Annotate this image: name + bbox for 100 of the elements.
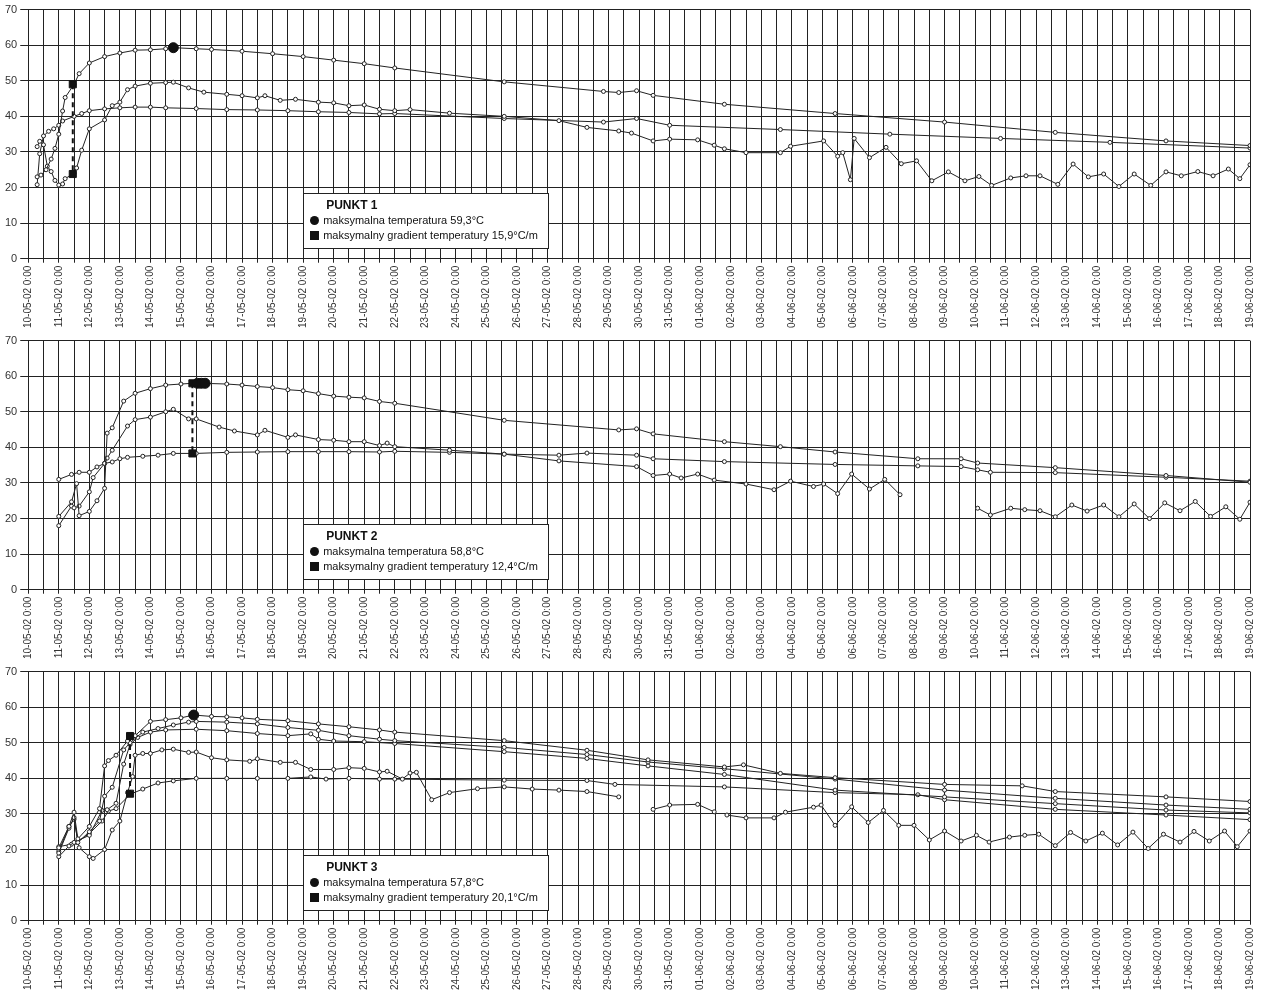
x-tick-label: 22-05-02 0:00 [388, 265, 400, 329]
y-tick-label: 10 [4, 547, 18, 560]
x-tick-label: 16-05-02 0:00 [205, 927, 217, 991]
legend-label: maksymalny gradient temperatury 15,9°C/m [323, 227, 538, 243]
x-tick-label: 21-05-02 0:00 [357, 596, 369, 660]
x-tick-label: 13-05-02 0:00 [113, 596, 125, 660]
y-tick-label: 70 [4, 2, 18, 15]
x-tick-label: 14-05-02 0:00 [144, 265, 156, 329]
y-tick-label: 40 [4, 440, 18, 453]
x-tick-label: 06-06-02 0:00 [846, 596, 858, 660]
x-tick-label: 22-05-02 0:00 [388, 596, 400, 660]
x-tick-label: 12-06-02 0:00 [1029, 265, 1041, 329]
x-tick-label: 18-06-02 0:00 [1213, 265, 1225, 329]
x-tick-label: 20-05-02 0:00 [327, 596, 339, 660]
x-tick-label: 29-05-02 0:00 [602, 596, 614, 660]
x-tick-label: 12-05-02 0:00 [83, 265, 95, 329]
x-tick-label: 31-05-02 0:00 [663, 596, 675, 660]
y-tick-label: 10 [4, 878, 18, 891]
x-tick-label: 15-05-02 0:00 [174, 927, 186, 991]
x-tick-label: 08-06-02 0:00 [907, 596, 919, 660]
x-tick-label: 23-05-02 0:00 [419, 265, 431, 329]
x-tick-label: 09-06-02 0:00 [938, 927, 950, 991]
x-tick-label: 11-06-02 0:00 [999, 927, 1011, 990]
x-tick-label: 16-05-02 0:00 [205, 265, 217, 329]
x-tick-label: 27-05-02 0:00 [541, 927, 553, 991]
x-tick-label: 16-06-02 0:00 [1152, 265, 1164, 329]
legend-label: maksymalna temperatura 59,3°C [323, 212, 485, 228]
x-tick-label: 08-06-02 0:00 [907, 927, 919, 991]
x-tick-label: 11-06-02 0:00 [999, 265, 1011, 328]
x-tick-label: 13-05-02 0:00 [113, 265, 125, 329]
x-tick-label: 05-06-02 0:00 [816, 265, 828, 329]
x-tick-label: 10-05-02 0:00 [21, 265, 33, 329]
x-tick-label: 26-05-02 0:00 [510, 596, 522, 660]
x-tick-label: 15-06-02 0:00 [1121, 596, 1133, 660]
legend-label: maksymalny gradient temperatury 12,4°C/m [323, 558, 538, 574]
x-tick-label: 01-06-02 0:00 [693, 927, 705, 991]
y-tick-label: 60 [4, 700, 18, 713]
x-tick-label: 28-05-02 0:00 [571, 596, 583, 660]
x-tick-label: 27-05-02 0:00 [541, 265, 553, 329]
x-tick-label: 04-06-02 0:00 [785, 596, 797, 660]
x-tick-label: 24-05-02 0:00 [449, 596, 461, 660]
x-tick-label: 14-06-02 0:00 [1091, 265, 1103, 329]
x-tick-label: 19-05-02 0:00 [296, 596, 308, 660]
legend-title: PUNKT 2 [325, 528, 379, 544]
x-tick-label: 11-05-02 0:00 [52, 265, 64, 328]
x-tick-label: 22-05-02 0:00 [388, 927, 400, 991]
x-tick-label: 03-06-02 0:00 [755, 265, 767, 329]
x-tick-label: 14-06-02 0:00 [1091, 927, 1103, 991]
x-tick-label: 12-05-02 0:00 [83, 596, 95, 660]
x-tick-label: 18-05-02 0:00 [266, 596, 278, 660]
x-tick-label: 18-06-02 0:00 [1213, 927, 1225, 991]
x-tick-label: 15-06-02 0:00 [1121, 265, 1133, 329]
x-tick-label: 31-05-02 0:00 [663, 265, 675, 329]
x-tick-label: 02-06-02 0:00 [724, 596, 736, 660]
y-tick-label: 50 [4, 73, 18, 86]
x-tick-label: 30-05-02 0:00 [632, 927, 644, 991]
y-tick-label: 60 [4, 369, 18, 382]
legend-label: maksymalny gradient temperatury 20,1°C/m [323, 889, 538, 905]
x-tick-label: 06-06-02 0:00 [846, 927, 858, 991]
x-tick-label: 19-05-02 0:00 [296, 927, 308, 991]
y-tick-label: 70 [4, 333, 18, 346]
x-tick-label: 15-06-02 0:00 [1121, 927, 1133, 991]
x-tick-label: 23-05-02 0:00 [419, 596, 431, 660]
y-tick-label: 40 [4, 109, 18, 122]
x-tick-label: 10-06-02 0:00 [968, 265, 980, 329]
x-tick-label: 18-05-02 0:00 [266, 927, 278, 991]
legend-label: maksymalna temperatura 57,8°C [323, 874, 485, 890]
x-tick-label: 02-06-02 0:00 [724, 927, 736, 991]
x-tick-label: 01-06-02 0:00 [693, 265, 705, 329]
x-tick-label: 25-05-02 0:00 [480, 265, 492, 329]
x-tick-label: 10-05-02 0:00 [21, 927, 33, 991]
x-tick-label: 18-06-02 0:00 [1213, 596, 1225, 660]
x-tick-label: 21-05-02 0:00 [357, 265, 369, 329]
x-tick-label: 08-06-02 0:00 [907, 265, 919, 329]
x-tick-label: 19-06-02 0:00 [1243, 927, 1255, 991]
x-tick-label: 19-06-02 0:00 [1243, 596, 1255, 660]
x-tick-label: 11-05-02 0:00 [52, 927, 64, 990]
x-tick-label: 20-05-02 0:00 [327, 265, 339, 329]
y-tick-label: 20 [4, 180, 18, 193]
y-tick-label: 70 [4, 664, 18, 677]
x-tick-label: 11-06-02 0:00 [999, 596, 1011, 659]
x-tick-label: 21-05-02 0:00 [357, 927, 369, 991]
legend-label: maksymalna temperatura 58,8°C [323, 543, 485, 559]
y-tick-label: 0 [11, 913, 18, 926]
x-tick-label: 29-05-02 0:00 [602, 265, 614, 329]
y-tick-label: 50 [4, 404, 18, 417]
x-tick-label: 11-05-02 0:00 [52, 596, 64, 659]
x-tick-label: 12-05-02 0:00 [83, 927, 95, 991]
x-tick-label: 04-06-02 0:00 [785, 927, 797, 991]
legend-title: PUNKT 1 [325, 197, 379, 213]
y-tick-label: 20 [4, 842, 18, 855]
x-tick-label: 03-06-02 0:00 [755, 927, 767, 991]
x-tick-label: 16-06-02 0:00 [1152, 927, 1164, 991]
x-tick-label: 17-06-02 0:00 [1182, 265, 1194, 329]
y-tick-label: 30 [4, 144, 18, 157]
x-tick-label: 17-05-02 0:00 [235, 265, 247, 329]
x-tick-label: 13-05-02 0:00 [113, 927, 125, 991]
x-tick-label: 14-05-02 0:00 [144, 927, 156, 991]
y-tick-label: 0 [11, 251, 18, 264]
x-tick-label: 05-06-02 0:00 [816, 596, 828, 660]
